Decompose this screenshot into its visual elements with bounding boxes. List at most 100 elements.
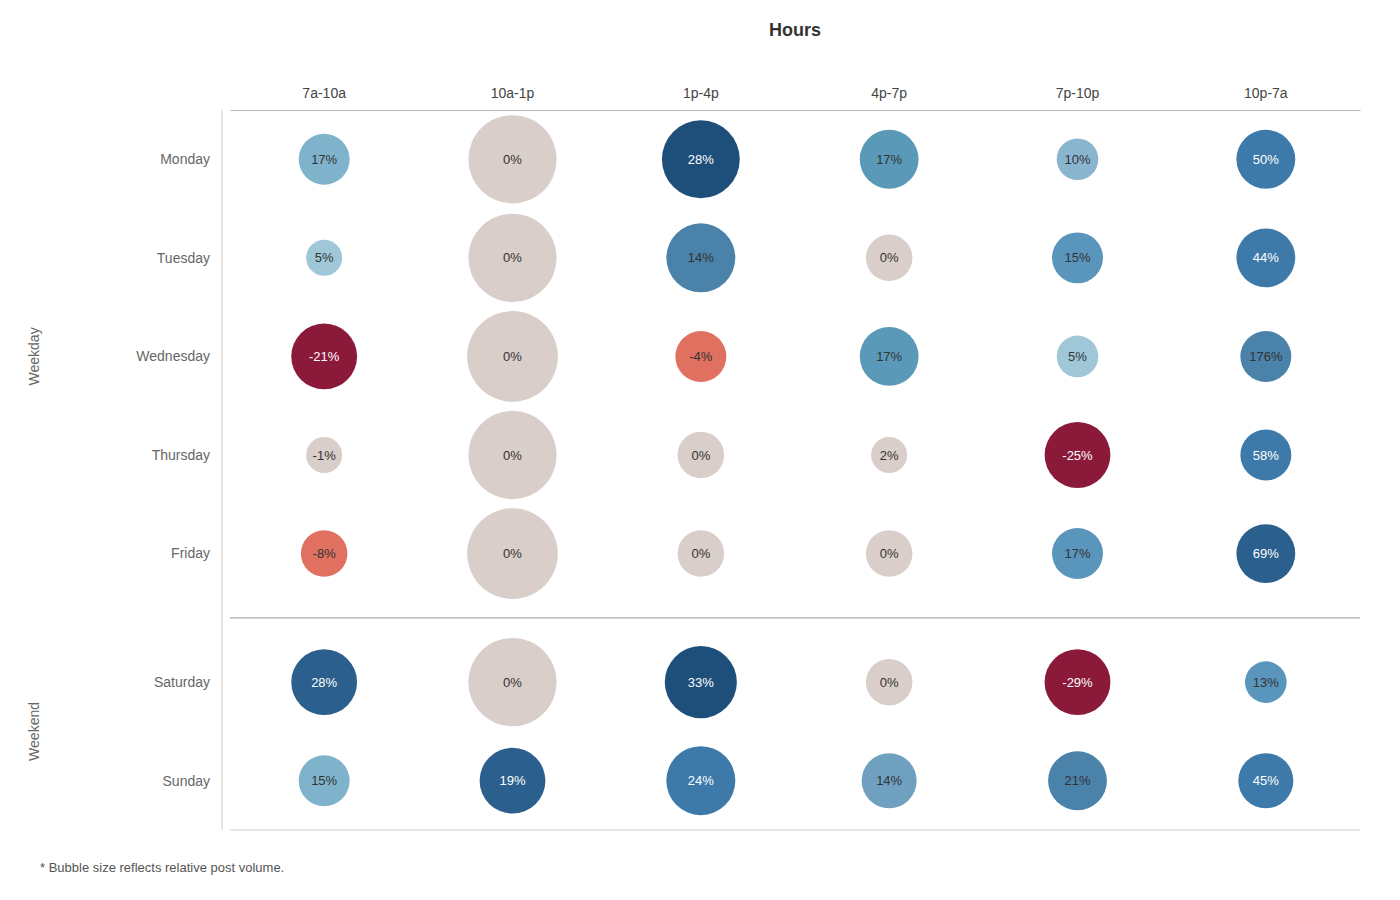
- bubble: [862, 753, 917, 808]
- data-label: 24%: [688, 773, 714, 788]
- bubble: [468, 115, 556, 203]
- bubble: [1240, 331, 1291, 382]
- data-label: 0%: [880, 675, 899, 690]
- group-label: Weekend: [26, 702, 42, 761]
- bubble: [468, 411, 556, 499]
- bubble: [662, 120, 740, 198]
- data-label: 21%: [1064, 773, 1090, 788]
- row-label: Friday: [171, 545, 210, 561]
- data-label: 45%: [1253, 773, 1279, 788]
- bubble: [666, 223, 735, 292]
- bubble: [1057, 138, 1099, 180]
- x-axis-line: [231, 110, 1361, 111]
- x-tick: 1p-4p: [683, 85, 719, 101]
- row-label: Monday: [160, 151, 210, 167]
- bubble: [866, 659, 913, 706]
- bubble: [666, 746, 735, 815]
- data-label: 0%: [880, 250, 899, 265]
- bubble: [1048, 751, 1107, 810]
- data-label: 0%: [691, 546, 710, 561]
- bubble: [291, 324, 357, 390]
- data-label: 10%: [1064, 152, 1090, 167]
- data-label: 17%: [876, 349, 902, 364]
- x-tick-label: 4p-7p: [871, 85, 907, 101]
- data-label: 50%: [1253, 152, 1279, 167]
- bubble: [871, 437, 907, 473]
- group-label: Weekday: [26, 327, 42, 385]
- bubble: [306, 240, 342, 276]
- data-label: 0%: [503, 448, 522, 463]
- data-label: 28%: [688, 152, 714, 167]
- bottom-line: [230, 830, 1360, 831]
- x-tick-label: 7a-10a: [302, 85, 346, 101]
- x-tick: 10p-7a: [1244, 85, 1288, 101]
- x-axis: 7a-10a 10a-1p 1p-4p 4p-7p 7p-10p 10p-7a: [231, 85, 1361, 111]
- data-label: -21%: [309, 349, 340, 364]
- data-label: 5%: [1068, 349, 1087, 364]
- bubble: [1236, 228, 1295, 287]
- data-label: 13%: [1253, 675, 1279, 690]
- data-label: 28%: [311, 675, 337, 690]
- data-label: 0%: [503, 349, 522, 364]
- footnote: * Bubble size reflects relative post vol…: [40, 860, 284, 875]
- data-label: 0%: [503, 675, 522, 690]
- data-label: 15%: [311, 773, 337, 788]
- bubble: [299, 134, 350, 185]
- bubble: [1236, 130, 1295, 189]
- data-label: 33%: [688, 675, 714, 690]
- bubble: [1045, 649, 1111, 715]
- row-label: Sunday: [163, 773, 210, 789]
- plot: 7a-10a 10a-1p 1p-4p 4p-7p 7p-10p 10p-7a Monday…: [26, 85, 1361, 830]
- bubble: [468, 638, 556, 726]
- data-label: 17%: [1064, 546, 1090, 561]
- data-label: 17%: [311, 152, 337, 167]
- data-label: 19%: [499, 773, 525, 788]
- bubble: [675, 331, 726, 382]
- data-label: 14%: [688, 250, 714, 265]
- row-lines: [222, 110, 1360, 830]
- data-label: 2%: [880, 448, 899, 463]
- bubble: [467, 311, 558, 402]
- row-labels: MondayTuesdayWednesdayThursdayFridaySatu…: [136, 151, 210, 788]
- bubble: [301, 530, 348, 577]
- bubble: [1057, 336, 1099, 378]
- data-label: 5%: [315, 250, 334, 265]
- bubble: [866, 530, 913, 577]
- data-label: 69%: [1253, 546, 1279, 561]
- x-tick: 10a-1p: [491, 85, 535, 101]
- data-label: -25%: [1062, 448, 1093, 463]
- x-tick: 7a-10a: [302, 85, 346, 101]
- data-label: 58%: [1253, 448, 1279, 463]
- bubble: [860, 327, 919, 386]
- title: Hours: [769, 20, 821, 40]
- x-tick: 7p-10p: [1056, 85, 1100, 101]
- data-label: -8%: [313, 546, 337, 561]
- bubble: [1240, 430, 1291, 481]
- bubble: [1245, 661, 1287, 703]
- data-label: 176%: [1249, 349, 1283, 364]
- bubble: [299, 755, 350, 806]
- x-tick-label: 7p-10p: [1056, 85, 1100, 101]
- data-labels: 17% 0% 28% 17% 10% 50% 5% 0% 14% 0% 15% 44% -21% 0% -4…: [309, 152, 1283, 788]
- bubble: [467, 508, 558, 599]
- row-label: Tuesday: [157, 250, 210, 266]
- data-label: 44%: [1253, 250, 1279, 265]
- bubble: [468, 214, 556, 302]
- data-label: 0%: [880, 546, 899, 561]
- bubble: [678, 530, 725, 577]
- bubble: [1052, 528, 1103, 579]
- data-label: -1%: [313, 448, 337, 463]
- group-separator: [230, 617, 1360, 618]
- data-label: -4%: [689, 349, 713, 364]
- bubbles: [291, 115, 1295, 815]
- bubble: [291, 649, 357, 715]
- row-label-divider: [222, 110, 223, 830]
- bubble: [860, 130, 919, 189]
- data-label: 15%: [1064, 250, 1090, 265]
- bubble: [1052, 232, 1103, 283]
- bubble: [866, 235, 913, 282]
- chart: 7a-10a 10a-1p 1p-4p 4p-7p 7p-10p 10p-7a Monday…: [0, 0, 1400, 900]
- data-label: 0%: [503, 546, 522, 561]
- bubble: [1236, 524, 1295, 583]
- bubble: [1045, 422, 1111, 488]
